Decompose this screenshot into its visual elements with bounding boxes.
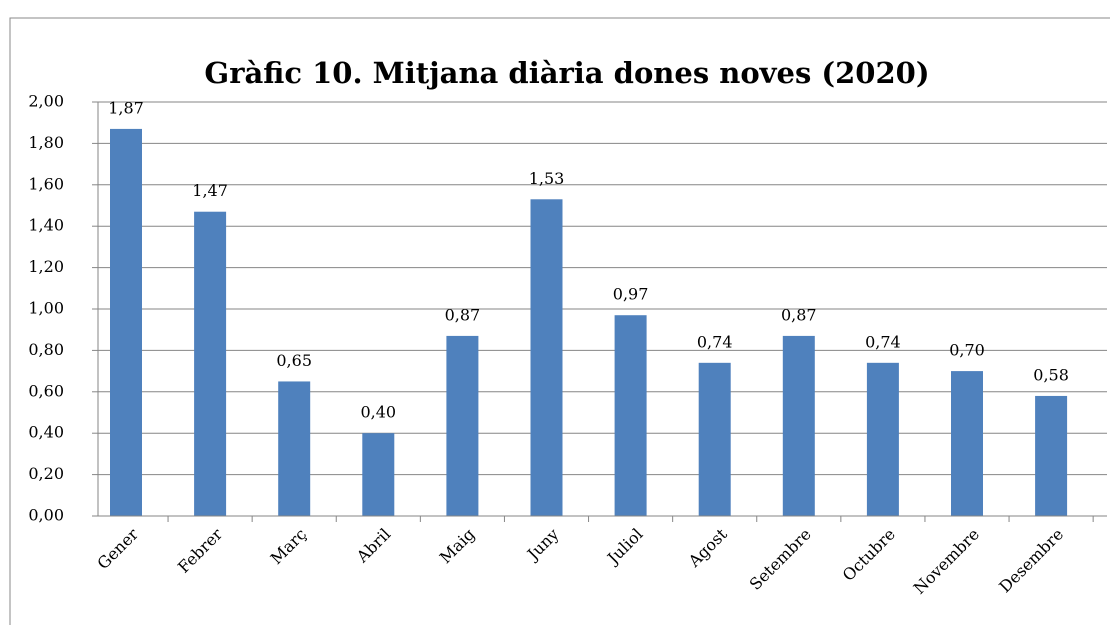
value-label: 0,97	[613, 285, 649, 304]
x-tick-label: Març	[267, 525, 311, 569]
x-tick-label: Juny	[522, 525, 562, 565]
y-tick-label: 0,60	[28, 381, 64, 400]
x-tick-label: Novembre	[910, 525, 983, 598]
y-tick-label: 1,40	[28, 216, 64, 235]
y-tick-label: 1,60	[28, 174, 64, 193]
y-tick-label: 0,00	[28, 506, 64, 525]
x-tick-label: Agost	[684, 524, 731, 571]
value-label: 1,53	[529, 169, 565, 188]
bar	[278, 381, 311, 516]
bar	[110, 128, 142, 516]
value-label: 1,47	[192, 181, 228, 200]
x-tick-label: Maig	[436, 525, 479, 568]
x-tick-label: Desembre	[995, 525, 1067, 597]
x-tick-label: Octubre	[839, 525, 899, 585]
y-tick-label: 0,40	[28, 423, 64, 442]
value-label: 1,87	[108, 98, 144, 117]
y-tick-label: 2,00	[28, 92, 64, 111]
x-tick-label: Gener	[93, 524, 142, 573]
value-label: 0,40	[360, 403, 396, 422]
value-label: 0,65	[276, 351, 312, 370]
value-label: 0,58	[1033, 365, 1069, 384]
bar	[698, 362, 731, 516]
value-label: 0,87	[781, 305, 817, 324]
bar	[446, 335, 479, 516]
bar	[1035, 395, 1068, 516]
bar	[362, 433, 395, 516]
bar	[194, 211, 227, 516]
x-tick-label: Setembre	[746, 525, 815, 594]
y-tick-label: 0,20	[28, 464, 64, 483]
value-label: 0,87	[445, 305, 481, 324]
bar	[866, 362, 899, 516]
y-tick-label: 0,80	[28, 340, 64, 359]
y-tick-label: 1,20	[28, 257, 64, 276]
value-label: 0,74	[697, 332, 733, 351]
y-tick-label: 1,00	[28, 299, 64, 318]
x-tick-label: Juliol	[602, 525, 646, 569]
value-label: 0,70	[949, 341, 985, 360]
chart-frame	[9, 17, 1110, 625]
bar	[782, 335, 815, 516]
bar	[530, 199, 563, 517]
bar	[614, 315, 647, 516]
x-tick-label: Febrer	[174, 524, 226, 576]
value-label: 0,74	[865, 332, 901, 351]
bar	[951, 371, 983, 516]
chart-title: Gràfic 10. Mitjana diària dones noves (2…	[204, 56, 929, 90]
x-tick-label: Abril	[352, 525, 394, 567]
y-tick-label: 1,80	[28, 133, 64, 152]
